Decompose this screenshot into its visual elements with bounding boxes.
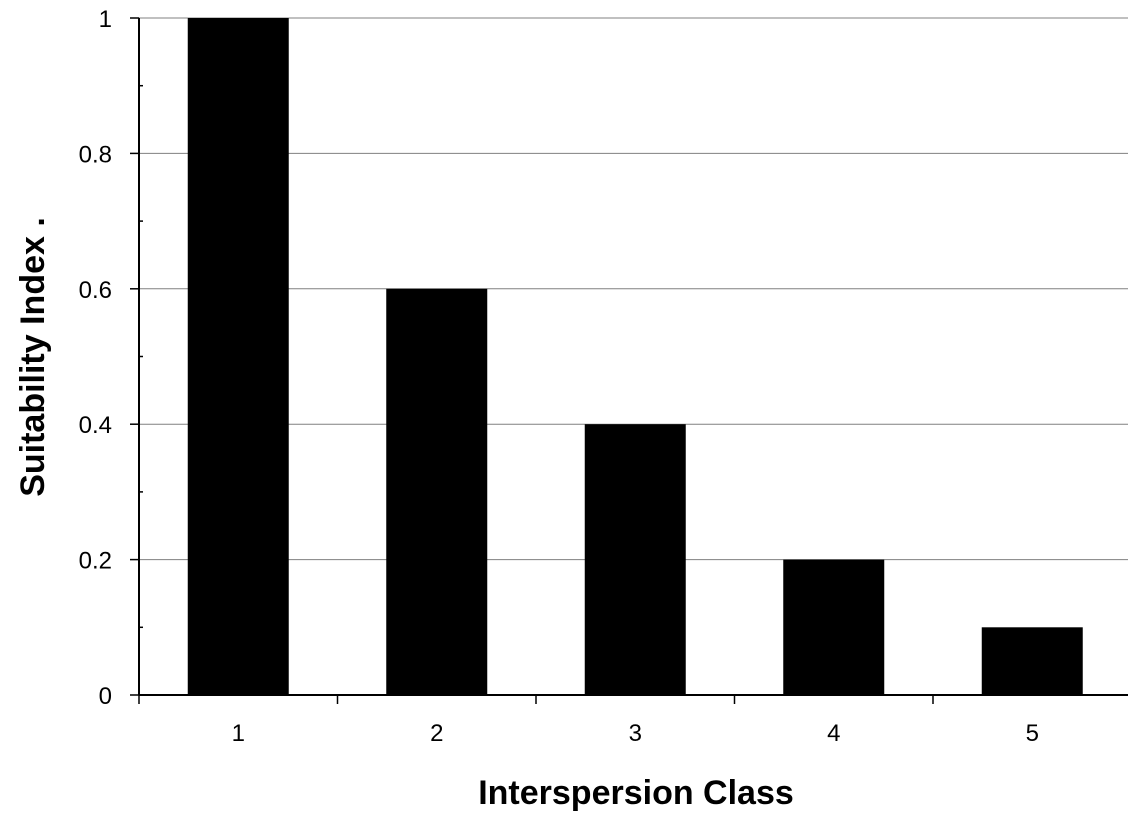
y-tick-label: 0.6 [79, 277, 112, 304]
y-tick-label: 0.2 [79, 548, 112, 575]
x-tick-label: 5 [1026, 720, 1039, 747]
bar-3 [584, 424, 686, 695]
x-tick-label: 1 [232, 720, 245, 747]
bars [187, 18, 1083, 695]
bar-2 [386, 288, 488, 695]
y-tick-label: 1 [99, 6, 112, 33]
x-tick-label: 3 [629, 720, 642, 747]
y-axis-ticks: 0 0.2 0.4 0.6 0.8 1 [79, 6, 112, 710]
bar-5 [981, 627, 1083, 695]
x-tick-label: 2 [430, 720, 443, 747]
bar-1 [187, 18, 289, 695]
axes [130, 17, 1128, 704]
x-tick-label: 4 [827, 720, 840, 747]
x-axis-ticks: 1 2 3 4 5 [232, 720, 1039, 747]
bar-4 [783, 559, 885, 695]
gridlines [139, 17, 1128, 561]
y-tick-label: 0.4 [79, 412, 112, 439]
y-tick-label: 0.8 [79, 141, 112, 168]
x-axis-title: Interspersion Class [478, 774, 794, 812]
y-axis-title: Suitability Index . [14, 217, 52, 497]
y-tick-label: 0 [99, 683, 112, 710]
